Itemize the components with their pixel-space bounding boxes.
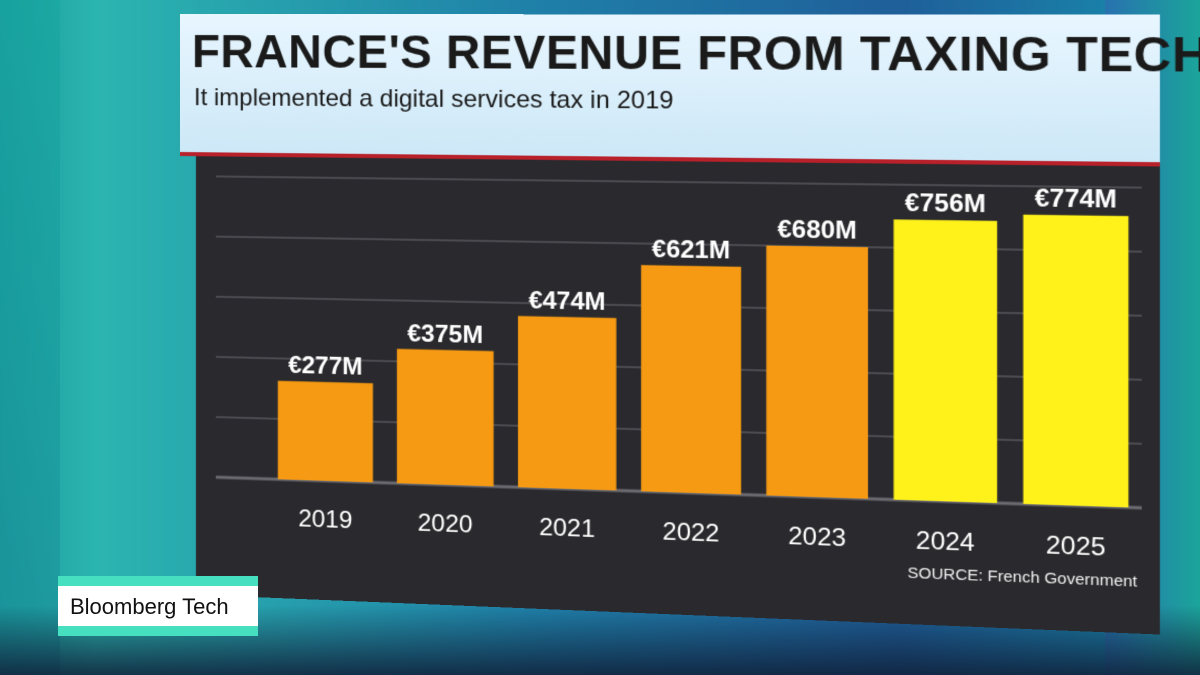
data-label-2024: €756M xyxy=(905,189,986,219)
data-label-2022: €621M xyxy=(652,235,730,264)
data-label-2023: €680M xyxy=(777,215,857,244)
chart-panel: €277M 2019 €375M 2020 €474M 2021 €621M 2022 €680… xyxy=(195,156,1160,635)
x-tick-label-2021: 2021 xyxy=(539,513,595,543)
bar-2021 xyxy=(518,315,617,491)
x-tick-label-2025: 2025 xyxy=(1046,531,1106,562)
x-tick-label-2019: 2019 xyxy=(298,505,352,534)
x-tick-label-2020: 2020 xyxy=(418,509,473,539)
bar-2023 xyxy=(766,245,869,499)
chart-title: FRANCE'S REVENUE FROM TAXING TECH xyxy=(191,25,1200,83)
bar-2024 xyxy=(893,219,998,504)
chart-board: FRANCE'S REVENUE FROM TAXING TECH It imp… xyxy=(180,14,1200,635)
bar-2019 xyxy=(277,380,373,483)
brand-label: Bloomberg Tech xyxy=(70,594,229,619)
x-tick-label-2024: 2024 xyxy=(916,527,975,558)
x-tick-label-2023: 2023 xyxy=(788,522,846,552)
x-tick-label-2022: 2022 xyxy=(663,518,720,548)
chart-header: FRANCE'S REVENUE FROM TAXING TECH It imp… xyxy=(180,14,1200,167)
data-label-2020: €375M xyxy=(407,320,483,349)
background-left-stripe xyxy=(0,0,60,675)
data-label-2025: €774M xyxy=(1035,184,1117,214)
bar-2022 xyxy=(641,265,742,495)
bar-chart: €277M 2019 €375M 2020 €474M 2021 €621M 2022 €680… xyxy=(196,156,1160,562)
bloomberg-tech-tag: Bloomberg Tech xyxy=(58,576,258,636)
data-label-2021: €474M xyxy=(529,286,606,315)
bar-2020 xyxy=(396,348,494,487)
chart-subtitle: It implemented a digital services tax in… xyxy=(193,84,674,115)
data-label-2019: €277M xyxy=(288,352,362,381)
bar-2025 xyxy=(1023,214,1129,508)
gridline xyxy=(216,176,1142,187)
